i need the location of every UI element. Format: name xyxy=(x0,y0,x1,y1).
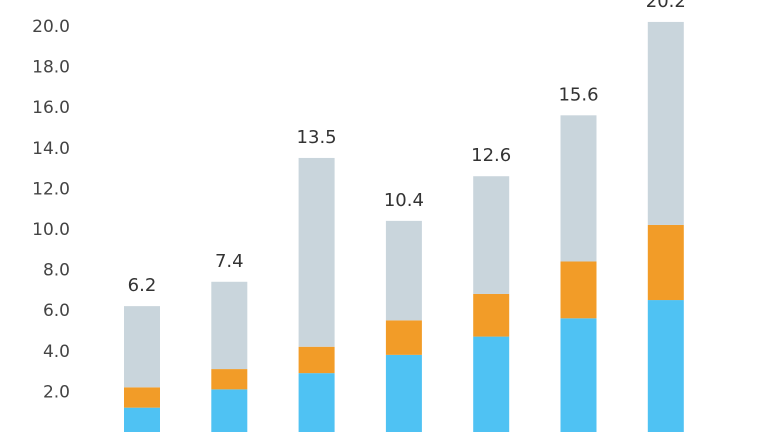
y-tick-label: 14.0 xyxy=(32,139,70,159)
y-tick-label: 12.0 xyxy=(32,179,70,199)
bar-segment-series-2 xyxy=(385,320,422,355)
bar-segment-series-1 xyxy=(298,373,335,432)
bar-total-label: 12.6 xyxy=(471,145,511,166)
total-labels: 6.2 7.4 13.5 10.4 12.6 15.6 20.2 xyxy=(128,0,686,296)
y-tick-label: 18.0 xyxy=(32,58,70,78)
y-tick-label: 16.0 xyxy=(32,98,70,118)
y-axis: 2.0 4.0 6.0 8.0 10.0 12.0 14.0 16.0 18.0 20.0 xyxy=(32,17,70,402)
bar-segment-series-3 xyxy=(298,157,335,347)
bar-segment-series-3 xyxy=(473,176,510,294)
y-tick-label: 10.0 xyxy=(32,220,70,240)
bar-segment-series-2 xyxy=(211,369,248,390)
bar-segment-series-2 xyxy=(647,224,684,301)
bars xyxy=(124,21,684,432)
bar-segment-series-1 xyxy=(385,354,422,432)
y-tick-label: 6.0 xyxy=(43,301,70,321)
bar-segment-series-3 xyxy=(385,220,422,321)
bar-segment-series-3 xyxy=(124,306,160,388)
bar-segment-series-2 xyxy=(473,293,510,337)
y-tick-label: 4.0 xyxy=(43,342,70,362)
bar-total-label: 7.4 xyxy=(215,251,244,272)
bar-segment-series-1 xyxy=(211,389,248,432)
bar-total-label: 6.2 xyxy=(128,275,157,296)
y-tick-label: 2.0 xyxy=(43,382,70,402)
bar-segment-series-3 xyxy=(211,281,248,370)
bar-segment-series-2 xyxy=(298,346,335,374)
bar-segment-series-3 xyxy=(560,115,597,262)
bar-total-label: 20.2 xyxy=(646,0,686,12)
y-tick-label: 8.0 xyxy=(43,261,70,281)
bar-segment-series-1 xyxy=(124,407,160,432)
y-tick-label: 20.0 xyxy=(32,17,70,37)
bar-segment-series-3 xyxy=(647,21,684,225)
bar-segment-series-1 xyxy=(560,318,597,432)
bar-segment-series-1 xyxy=(473,336,510,432)
bar-segment-series-2 xyxy=(560,261,597,319)
bar-segment-series-1 xyxy=(647,300,684,432)
bar-total-label: 10.4 xyxy=(384,190,424,211)
bar-total-label: 15.6 xyxy=(558,84,598,105)
bar-total-label: 13.5 xyxy=(297,127,337,148)
bar-segment-series-2 xyxy=(124,387,160,408)
